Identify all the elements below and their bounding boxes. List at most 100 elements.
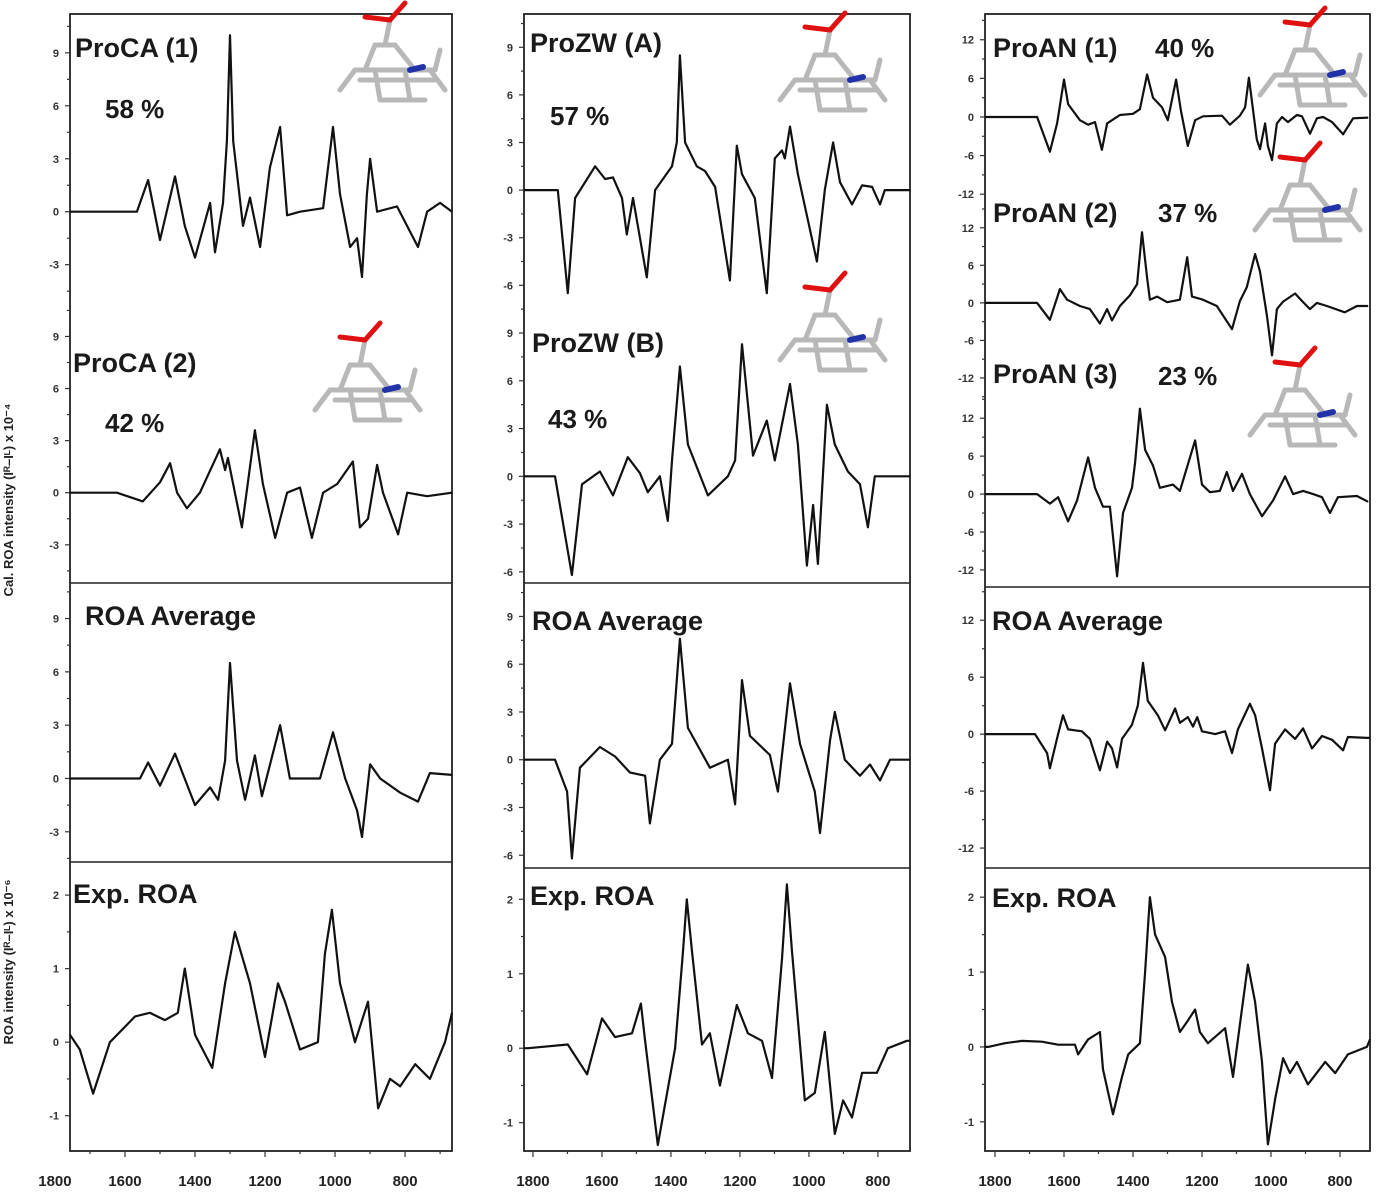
spectrum-point — [1309, 133, 1311, 135]
spectrum-point — [523, 759, 525, 761]
spectrum-point — [209, 202, 211, 204]
spectrum-point — [1066, 299, 1068, 301]
y-tick-label: 0 — [53, 488, 59, 500]
spectrum-point — [194, 804, 196, 806]
spectrum-panel: -12 -6 0 6 12 ProAN (3) 23 % — [958, 359, 1369, 578]
y-tick-label: 6 — [53, 101, 59, 113]
spectrum-point — [184, 225, 186, 227]
spectrum-point — [1296, 114, 1298, 116]
spectrum-point — [1231, 752, 1233, 754]
panel-title: ProZW (A) — [530, 28, 662, 58]
spectrum-point — [224, 760, 226, 762]
spectrum-point — [1287, 121, 1289, 123]
carbon-bond — [367, 362, 393, 393]
spectrum-point — [1077, 1053, 1079, 1055]
spectrum-point — [671, 459, 673, 461]
spectrum-point — [1331, 121, 1333, 123]
spectrum-point — [332, 731, 334, 733]
spectrum-point — [1134, 461, 1136, 464]
spectrum-point — [429, 772, 431, 774]
spectrum-point — [332, 126, 334, 128]
spectrum-point — [1172, 484, 1174, 486]
spectrum-point — [354, 1041, 356, 1043]
spectrum-point — [1164, 956, 1166, 958]
spectrum-point — [1271, 354, 1273, 356]
x-tick-label: 1600 — [1047, 1173, 1080, 1190]
y-axis-label-calculated: Cal. ROA intensity (Iᴿ–Iᴸ) x 10⁻⁴ — [1, 404, 16, 597]
spectrum-point — [1264, 122, 1266, 124]
spectrum-point — [1321, 496, 1323, 498]
spectrum-panel: -12 -6 0 6 12 ProAN (2) 37 % — [958, 198, 1369, 398]
carbon-bond — [312, 387, 333, 413]
spectrum-point — [1102, 506, 1104, 508]
spectrum-point — [339, 982, 341, 984]
spectrum-point — [1249, 493, 1251, 495]
spectrum-point — [1111, 319, 1113, 321]
spectrum-point — [1191, 296, 1193, 298]
spectrum-point — [1131, 487, 1133, 489]
carbon-bond — [1292, 362, 1303, 393]
spectrum-point — [286, 492, 288, 494]
spectrum-point — [217, 799, 219, 801]
spectrum-point — [299, 486, 301, 489]
spectrum-point — [242, 225, 244, 227]
panel-title: Exp. ROA — [73, 879, 198, 909]
spectrum-point — [749, 735, 751, 737]
spectrum-point — [679, 638, 681, 640]
spectrum-point — [769, 754, 771, 756]
panel-title: ProCA (2) — [73, 348, 197, 378]
spectrum-point — [714, 186, 716, 188]
spectrum-point — [696, 165, 698, 167]
nitrogen-atom — [1327, 69, 1346, 78]
spectrum-point — [1284, 475, 1286, 477]
spectrum-point — [1254, 714, 1256, 716]
spectrum-point — [1194, 1008, 1196, 1011]
spectrum-point — [1106, 741, 1108, 743]
spectrum-point — [377, 1107, 379, 1109]
molecule-structure-icon — [1252, 140, 1363, 243]
spectrum-point — [884, 189, 886, 191]
spectrum-point — [1056, 122, 1058, 124]
spectrum-point — [984, 302, 986, 304]
spectrum-point — [554, 475, 556, 477]
spectrum-point — [1142, 662, 1144, 664]
spectrum-point — [557, 189, 559, 191]
spectrum-point — [1137, 705, 1139, 707]
spectrum-point — [1180, 109, 1182, 112]
spectrum-point — [1202, 115, 1204, 117]
spectrum-point — [1194, 439, 1196, 441]
spectrum-point — [1171, 1001, 1173, 1003]
spectrum-point — [1367, 117, 1369, 119]
x-tick-label: 1200 — [723, 1173, 756, 1190]
spectrum-point — [249, 982, 251, 984]
spectrum-point — [1266, 314, 1268, 316]
x-tick-label: 1800 — [38, 1173, 71, 1190]
spectrum-point — [1347, 736, 1349, 738]
spectrum-point — [1282, 301, 1284, 303]
spectrum-point — [142, 500, 144, 502]
x-axis: 1800 1600 1400 1200 1000 800 — [516, 1151, 890, 1190]
spectrum-point — [1272, 499, 1274, 501]
y-tick-label: 9 — [507, 42, 513, 54]
y-tick-label: 12 — [962, 413, 974, 425]
y-tick-label: 0 — [968, 729, 974, 741]
spectrum-point — [1261, 747, 1263, 750]
spectrum-point — [614, 1036, 616, 1038]
spectrum-point — [727, 759, 729, 761]
spectrum-point — [671, 165, 673, 167]
spectrum-point — [741, 343, 743, 345]
spectrum-point — [284, 1001, 286, 1003]
spectrum-point — [1159, 487, 1161, 489]
spectrum-point — [869, 763, 871, 766]
spectrum-point — [1063, 79, 1065, 81]
spectrum-point — [816, 260, 818, 263]
spectrum-point — [581, 483, 583, 485]
spectrum-point — [376, 464, 378, 466]
spectrum-point — [219, 448, 221, 450]
spectrum-point — [1186, 256, 1188, 258]
spectrum-point — [754, 197, 756, 199]
spectrum-point — [1309, 308, 1311, 310]
spectrum-point — [1194, 119, 1196, 121]
spectrum-point — [594, 165, 596, 167]
spectrum-point — [814, 791, 816, 793]
